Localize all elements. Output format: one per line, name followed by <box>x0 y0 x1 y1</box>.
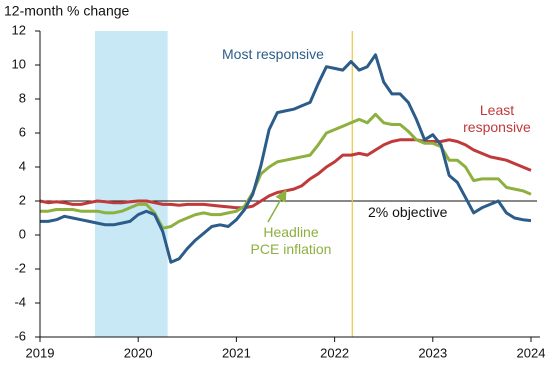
y-tick-label: 0 <box>19 226 26 241</box>
annotation-arrow <box>267 189 287 223</box>
y-tick-label: 6 <box>19 124 26 139</box>
x-tick-label: 2022 <box>320 345 349 360</box>
y-tick-label: 10 <box>12 56 26 71</box>
shaded-span <box>94 31 168 337</box>
series-label: Least responsive <box>463 102 531 135</box>
x-tick-label: 2023 <box>418 345 447 360</box>
series-line <box>40 112 532 230</box>
y-tick-label: 8 <box>19 90 26 105</box>
y-tick-label: 12 <box>12 22 26 37</box>
y-tick-label: -6 <box>14 328 26 343</box>
series-label: Most responsive <box>222 46 324 62</box>
series-label: Headline PCE inflation <box>250 224 332 257</box>
series-line <box>40 53 532 264</box>
y-tick-label: -2 <box>14 260 26 275</box>
x-tick-label: 2019 <box>26 345 55 360</box>
y-tick-label: 4 <box>19 158 26 173</box>
y-axis-label: 12-month % change <box>4 3 130 19</box>
y-tick-label: -4 <box>14 294 26 309</box>
x-tick-label: 2024 <box>517 345 546 360</box>
x-tick-label: 2020 <box>124 345 153 360</box>
reference-label: 2% objective <box>368 204 448 220</box>
y-tick-label: 2 <box>19 192 26 207</box>
x-tick-label: 2021 <box>222 345 251 360</box>
